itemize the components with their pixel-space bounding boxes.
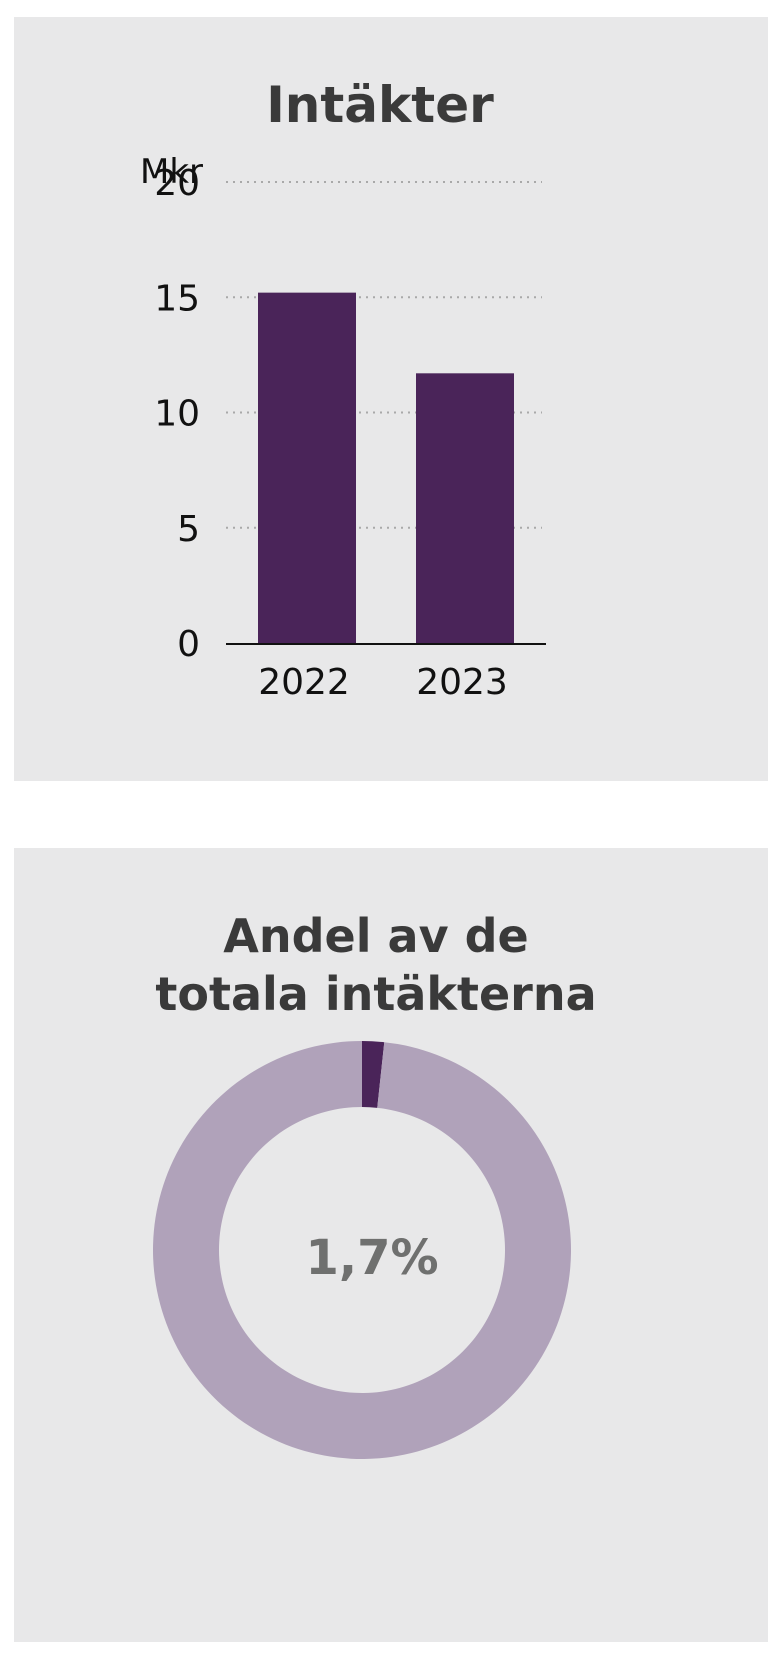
y-tick-label: 5 [177,509,200,550]
revenue-share-donut-chart: Andel av de totala intäkterna 1,7% [152,909,597,1459]
y-tick-label: 0 [177,624,200,665]
y-tick-label: 10 [154,394,200,435]
x-tick-labels: 2022 2023 [258,662,508,703]
donut-center-label: 1,7% [305,1230,438,1286]
donut-title-line-2: totala intäkterna [155,967,596,1021]
donut-slice-highlight [362,1041,385,1108]
chart-title: Intäkter [266,76,494,134]
revenue-chart-panel: Intäkter Mkr 0 5 10 15 20 2022 2023 [14,17,768,781]
y-tick-label: 15 [154,278,200,319]
donut-title-line-1: Andel av de [223,909,528,963]
bar-2023 [416,373,514,643]
revenue-share-panel: Andel av de totala intäkterna 1,7% [14,848,768,1642]
y-tick-label: 20 [154,163,200,204]
x-tick-label: 2023 [416,662,508,703]
revenue-bar-chart: Intäkter Mkr 0 5 10 15 20 2022 2023 [140,76,546,703]
bars [258,292,514,643]
y-axis-unit-label: Mkr [140,152,203,192]
bar-2022 [258,292,356,643]
donut-slices [152,1041,571,1459]
y-tick-labels: 0 5 10 15 20 [154,163,200,665]
donut-slice-rest [152,1041,571,1459]
x-tick-label: 2022 [258,662,350,703]
